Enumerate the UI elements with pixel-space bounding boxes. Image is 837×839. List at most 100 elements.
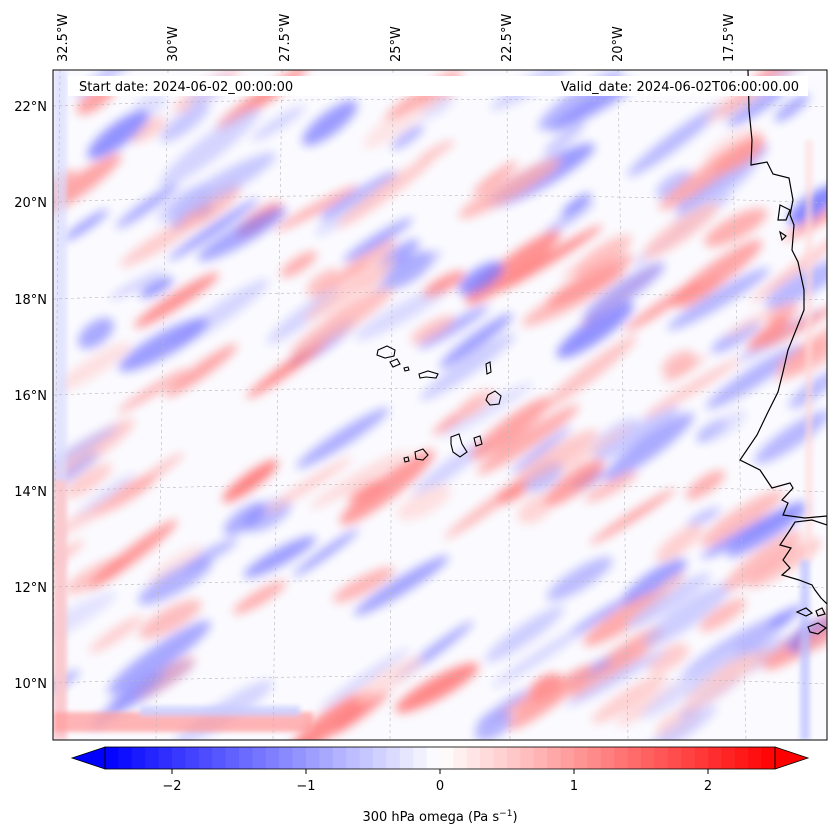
colorbar-tick-label: 1 [570,779,578,794]
omega-streak [354,285,449,341]
omega-streak [439,313,513,369]
colorbar-cell [118,747,133,769]
omega-streak [336,155,436,228]
omega-streak [120,214,203,267]
omega-streak [671,239,763,308]
map-frame [52,69,828,741]
colorbar-label-exponent: −1 [499,809,512,819]
omega-streak [546,556,613,601]
omega-streak [573,234,632,278]
omega-streak [332,566,395,603]
omega-streak [315,180,387,236]
omega-streak [115,183,179,229]
omega-streak [788,185,827,226]
omega-streak [571,593,636,635]
lat-label: 10°N [14,677,47,692]
colorbar-cell [453,747,468,769]
island-santo-antao [376,345,396,359]
omega-streak [470,397,551,460]
parallel-line [53,675,827,685]
omega-streak [705,344,804,410]
omega-streak [726,505,809,558]
omega-streak [595,406,680,461]
colorbar-cell [547,747,562,769]
colorbar-cell [466,747,481,769]
colorbar-cell [279,747,294,769]
colorbar-cell [587,747,602,769]
colorbar-cell [426,747,441,769]
colorbar-extend-low [70,746,106,770]
omega-streak [391,124,425,150]
coastlines [739,70,827,635]
meridian-line [272,70,283,740]
omega-streak [484,606,565,663]
longitude-labels: 32.5°W 30°W 27.5°W 25°W 22.5°W 20°W 17.5… [56,14,737,62]
omega-streak [747,315,791,351]
omega-streak [622,558,687,606]
omega-streak [302,100,358,146]
colorbar-cell [654,747,669,769]
latitude-labels: 22°N 20°N 18°N 16°N 14°N 12°N 10°N [14,100,47,692]
colorbar-tick-label: −1 [296,779,315,794]
omega-streak [343,217,413,263]
meridian-line [389,70,394,740]
omega-streak [774,93,810,122]
omega-streak [782,193,827,241]
omega-streak [396,484,452,521]
lat-label: 14°N [14,485,47,500]
coastal-inlet [777,204,791,242]
omega-streak [423,270,466,297]
omega-streak [63,209,109,241]
omega-streak [88,519,178,589]
annotation-box [68,76,808,96]
omega-streak [710,320,761,354]
lon-label: 32.5°W [56,14,71,62]
omega-streak [565,649,667,707]
island-sao-vicente [389,358,401,368]
parallel-line [53,291,827,301]
lon-label: 25°W [389,26,404,62]
island-boa-vista [485,390,502,406]
colorbar-cell [105,747,119,769]
omega-streak [442,381,533,438]
colorbar-cell [306,747,320,769]
omega-streak [699,598,747,632]
omega-streak [373,250,443,294]
colorbar-cell [185,747,200,769]
omega-streak [775,339,827,382]
omega-streak [556,301,634,359]
colorbar-cell [399,747,414,769]
colorbar-cell [346,747,361,769]
omega-streak [604,412,694,481]
parallel-line [53,98,827,108]
start-date-label: Start date: 2024-06-02_00:00:00 [79,80,293,95]
omega-streak [661,350,696,377]
colorbar-cell [614,747,629,769]
colorbar-cell [332,747,347,769]
omega-streak [251,105,305,142]
colorbar-cell [574,747,588,769]
island-fogo [414,448,429,461]
colorbar-cell [560,747,575,769]
colorbar-cell [641,747,655,769]
omega-streak [148,545,203,585]
omega-streak [303,257,397,322]
colorbar-cell [761,747,776,769]
lon-label: 17.5°W [722,14,737,62]
lat-label: 22°N [14,100,47,115]
colorbar-cell [627,747,642,769]
colorbar-cell [694,747,709,769]
colorbar-cell [507,747,521,769]
colorbar-tick-label: 0 [436,779,444,794]
colorbar-cell [721,747,736,769]
colorbar-cell [440,747,454,769]
colorbar-cell [681,747,696,769]
omega-streak [682,653,756,712]
omega-streak [643,582,732,647]
omega-streak [491,621,594,688]
omega-streak [571,626,663,699]
omega-streak [339,449,435,525]
omega-streak [118,317,209,372]
omega-streak [768,605,804,627]
omega-streak [515,429,599,484]
